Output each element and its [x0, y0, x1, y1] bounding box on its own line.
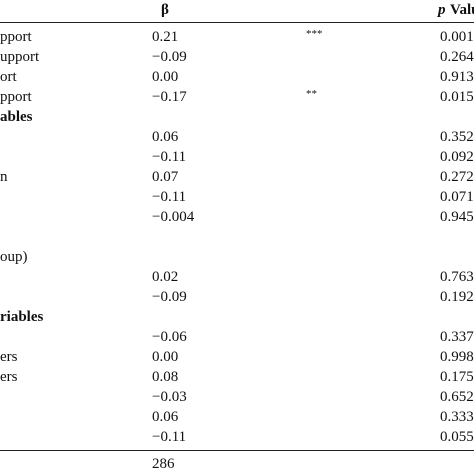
footer-rule: [0, 450, 474, 451]
beta-value: −0.17: [152, 89, 187, 105]
header-rule: [0, 22, 474, 23]
p-value: 0.071: [440, 189, 474, 205]
beta-value: −0.11: [152, 149, 187, 165]
row-label: ers: [0, 349, 18, 365]
row-label: pport: [0, 29, 32, 45]
beta-value: −0.03: [152, 389, 187, 405]
significance: ***: [306, 28, 323, 40]
p-value: 0.055: [440, 429, 474, 445]
beta-value: 0.07: [152, 169, 179, 185]
p-value: 0.337: [440, 329, 474, 345]
p-value: 0.652: [440, 389, 474, 405]
row-label: ort: [0, 69, 17, 85]
row-label: upport: [0, 49, 40, 65]
beta-value: 0.21: [152, 29, 179, 45]
p-value: 0.264: [440, 49, 474, 65]
p-header: Value: [450, 2, 474, 18]
row-label: ers: [0, 369, 18, 385]
beta-value: 0.06: [152, 409, 179, 425]
significance: **: [306, 88, 317, 100]
row-label: pport: [0, 89, 32, 105]
p-value: 0.272: [440, 169, 474, 185]
p-value: 0.913: [440, 69, 474, 85]
p-value: 0.945: [440, 209, 474, 225]
row-label: oup): [0, 249, 28, 265]
beta-value: −0.09: [152, 49, 187, 65]
p-value: 0.998: [440, 349, 474, 365]
row-label: n: [0, 169, 8, 185]
p-value: 0.352: [440, 129, 474, 145]
sample-size: 286: [152, 456, 175, 472]
beta-value: −0.004: [152, 209, 195, 225]
p-symbol: p: [438, 2, 446, 18]
row-label: riables: [0, 309, 44, 325]
row-label: ables: [0, 109, 33, 125]
p-value: 0.333: [440, 409, 474, 425]
p-value: 0.175: [440, 369, 474, 385]
beta-value: −0.06: [152, 329, 187, 345]
beta-value: −0.11: [152, 189, 187, 205]
beta-header: β: [161, 2, 169, 18]
beta-value: −0.09: [152, 289, 187, 305]
beta-value: 0.00: [152, 349, 179, 365]
beta-value: −0.11: [152, 429, 187, 445]
beta-value: 0.06: [152, 129, 179, 145]
p-value: 0.001: [440, 29, 474, 45]
beta-value: 0.02: [152, 269, 179, 285]
beta-value: 0.00: [152, 69, 179, 85]
beta-value: 0.08: [152, 369, 179, 385]
p-value: 0.015: [440, 89, 474, 105]
p-value: 0.092: [440, 149, 474, 165]
p-value: 0.192: [440, 289, 474, 305]
p-value: 0.763: [440, 269, 474, 285]
